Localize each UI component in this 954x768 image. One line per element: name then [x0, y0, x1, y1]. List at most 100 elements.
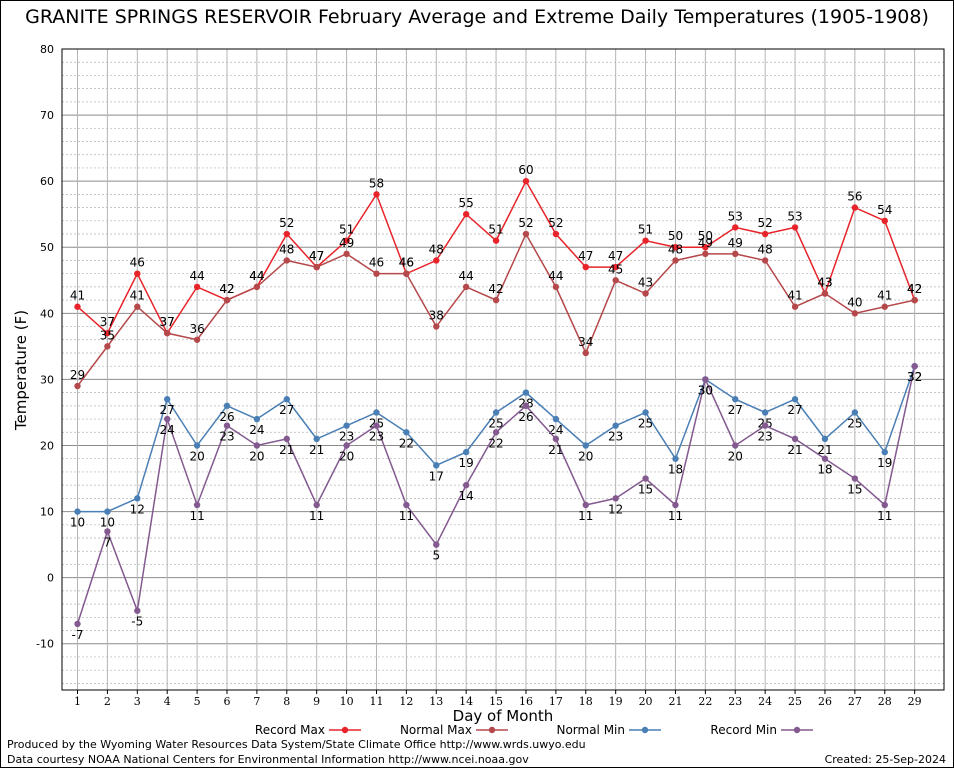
data-point	[582, 501, 589, 509]
data-label: 11	[399, 509, 414, 523]
footer-data-courtesy: Data courtesy NOAA National Centers for …	[7, 753, 529, 766]
legend-item: Record Max	[255, 723, 361, 737]
data-point	[462, 211, 470, 218]
data-label: 23	[219, 430, 234, 444]
data-point	[702, 250, 709, 258]
data-point	[492, 409, 500, 416]
data-label: 41	[70, 289, 85, 303]
data-point	[492, 296, 500, 304]
data-point	[582, 442, 589, 449]
data-label: 27	[728, 403, 743, 417]
data-point	[522, 402, 530, 410]
x-tick-label: 8	[283, 695, 290, 708]
data-label: 47	[309, 249, 324, 263]
x-tick-label: 1	[74, 695, 81, 708]
data-label: 5	[432, 549, 440, 563]
data-label: 37	[100, 315, 115, 329]
y-tick-label: 40	[40, 307, 54, 320]
x-tick-label: 29	[908, 695, 922, 708]
x-tick-label: 10	[340, 695, 354, 708]
x-tick-label: 12	[399, 695, 413, 708]
x-tick-label: 16	[519, 695, 533, 708]
data-point	[791, 224, 799, 231]
data-point	[104, 329, 111, 337]
data-label: 25	[488, 416, 503, 430]
data-label: 25	[847, 416, 862, 430]
data-point	[791, 435, 799, 443]
data-point	[134, 303, 141, 310]
y-tick-label: 50	[40, 241, 54, 254]
data-label: 37	[160, 315, 175, 329]
data-label: 32	[907, 370, 922, 384]
y-tick-label: 80	[40, 43, 54, 56]
data-point	[104, 343, 111, 350]
data-label: 17	[429, 469, 444, 483]
data-label: 21	[309, 443, 324, 457]
data-label: 46	[130, 256, 145, 270]
data-label: 37	[160, 315, 175, 329]
data-label: 56	[847, 190, 862, 204]
data-label: 42	[219, 282, 234, 296]
legend-marker-swatch	[793, 726, 801, 734]
data-point	[193, 336, 201, 343]
x-tick-label: 11	[369, 695, 383, 708]
data-point	[433, 257, 440, 264]
grid	[62, 48, 944, 690]
x-tick-label: 5	[194, 695, 201, 708]
data-point	[761, 230, 769, 238]
legend-label: Record Max	[255, 723, 325, 737]
legend-item: Normal Max	[400, 723, 508, 737]
data-label: 19	[459, 456, 474, 470]
data-point	[283, 230, 290, 238]
data-label: 20	[339, 449, 354, 463]
legend-label: Record Min	[710, 723, 777, 737]
data-label: 23	[339, 430, 354, 444]
data-point	[253, 415, 261, 423]
x-tick-label: 22	[698, 695, 712, 708]
data-point	[522, 177, 530, 185]
data-point	[134, 270, 141, 277]
data-label: 48	[668, 242, 683, 256]
data-label: 52	[758, 216, 773, 230]
data-point	[642, 290, 649, 297]
x-tick-label: 28	[878, 695, 892, 708]
data-point	[552, 435, 560, 443]
x-tick-label: 27	[848, 695, 862, 708]
data-point	[612, 495, 619, 502]
x-tick-label: 18	[579, 695, 593, 708]
data-point	[612, 422, 619, 429]
data-label: 54	[877, 203, 892, 217]
data-label: 46	[369, 256, 384, 270]
data-label: 46	[399, 256, 414, 270]
data-point	[373, 409, 380, 416]
data-label: 46	[399, 256, 414, 270]
data-label: 20	[578, 449, 593, 463]
data-label: 38	[429, 309, 444, 323]
data-point	[851, 310, 859, 317]
data-label: 15	[847, 483, 862, 497]
data-point	[672, 501, 679, 509]
data-point	[672, 257, 679, 264]
data-point	[193, 442, 201, 449]
data-point	[462, 448, 470, 456]
data-point	[761, 422, 769, 429]
data-label: 20	[249, 449, 264, 463]
x-tick-label: 4	[164, 695, 171, 708]
data-label: 22	[488, 436, 503, 450]
data-label: 21	[279, 443, 294, 457]
data-label: 49	[339, 236, 354, 250]
x-tick-label: 3	[134, 695, 141, 708]
data-point	[552, 415, 560, 423]
data-point	[163, 396, 171, 403]
data-label: 52	[548, 216, 563, 230]
legend-marker-swatch	[488, 726, 496, 734]
data-label: 43	[638, 276, 653, 290]
data-point	[253, 442, 261, 449]
data-label: 21	[787, 443, 802, 457]
data-point	[74, 303, 81, 310]
plot-area	[62, 49, 944, 690]
x-tick-label: 6	[223, 695, 230, 708]
data-label: 44	[249, 269, 264, 283]
